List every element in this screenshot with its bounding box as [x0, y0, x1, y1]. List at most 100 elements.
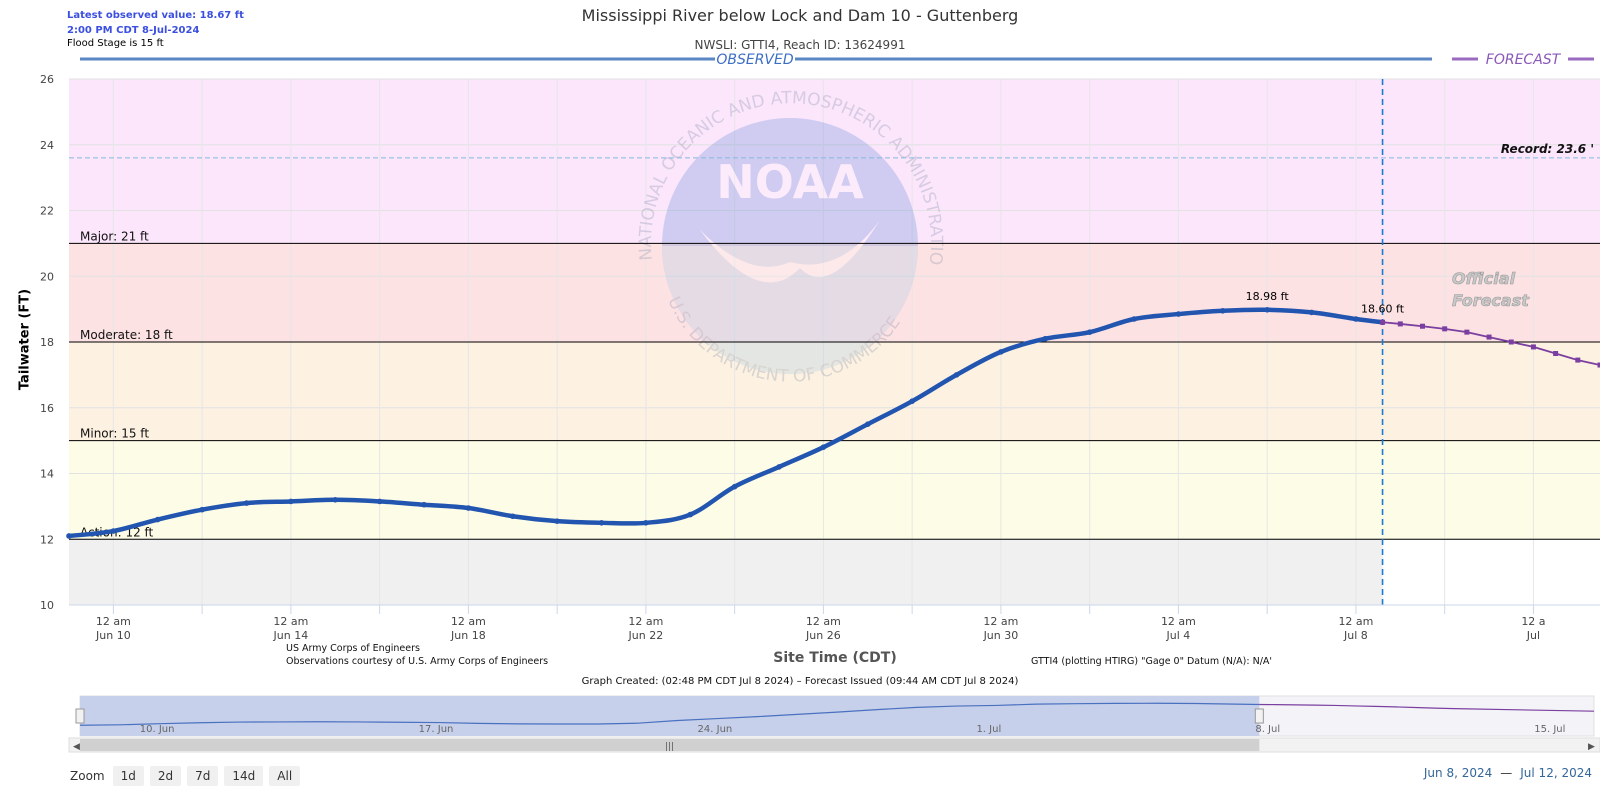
credit-line-1: US Army Corps of Engineers — [286, 643, 420, 654]
threshold-label: Major: 21 ft — [80, 229, 149, 243]
forecast-point — [1597, 362, 1600, 368]
navigator-label: 10. Jun — [140, 724, 175, 735]
latest-observed: Latest observed value: 18.67 ft 2:00 PM … — [67, 8, 244, 38]
observed-point — [1086, 329, 1093, 335]
official-forecast-label: Forecast — [1452, 291, 1530, 310]
x-tick-label: 12 am — [451, 615, 486, 628]
range-navigator: 10. Jun 17. Jun 24. Jun 1. Jul 8. Jul 15. Jul… — [68, 695, 1600, 753]
scrollbar-grip-icon: ||| — [665, 742, 674, 752]
navigator-label: 17. Jun — [419, 724, 454, 735]
noaa-logo-bird — [700, 220, 880, 283]
observed-point — [66, 533, 72, 539]
data-label: 18.98 ft — [1246, 290, 1290, 303]
observed-point — [509, 513, 516, 520]
observed-point — [421, 501, 427, 508]
observed-point — [998, 349, 1004, 355]
navigator-forecast-line — [1259, 703, 1595, 712]
observed-point — [953, 372, 960, 378]
observed-point — [864, 421, 871, 427]
y-tick-label: 22 — [40, 205, 54, 218]
range-from[interactable]: Jun 8, 2024 — [1423, 766, 1493, 780]
x-tick-label: Jun 30 — [983, 629, 1019, 642]
date-range: Jun 8, 2024 — Jul 12, 2024 — [1424, 766, 1592, 780]
navigator-label: 1. Jul — [976, 724, 1001, 735]
observed-point — [1308, 309, 1315, 316]
forecast-point — [1508, 339, 1514, 345]
band-below-action — [69, 539, 1600, 605]
record-line: Record: 23.6 ' — [69, 142, 1600, 159]
x-tick-label: Jun 14 — [273, 629, 309, 642]
y-tick-label: 14 — [40, 468, 54, 481]
observed-point — [731, 483, 738, 490]
x-tick-label: Jun 18 — [450, 629, 486, 642]
official-forecast-label: Official — [1452, 269, 1516, 288]
y-tick-label: 20 — [40, 270, 54, 283]
navigator-label: 15. Jul — [1534, 724, 1565, 735]
record-label: Record: 23.6 ' — [1501, 142, 1594, 156]
flood-stage-note: Flood Stage is 15 ft — [67, 38, 164, 49]
forecast-point — [1553, 351, 1559, 357]
observed-point — [465, 505, 472, 511]
x-tick-label: 12 am — [273, 615, 308, 628]
observed-header-label: OBSERVED — [716, 52, 794, 68]
forecast-point — [1397, 321, 1403, 327]
threshold-label: Moderate: 18 ft — [80, 328, 173, 342]
x-tick-label: Jul — [1526, 629, 1540, 642]
zoom-controls: Zoom 1d 2d 7d 14d All — [70, 766, 306, 786]
observed-point — [1353, 316, 1359, 322]
navigator-handle[interactable] — [1254, 708, 1264, 724]
forecast-point — [1380, 319, 1386, 325]
observed-point — [1175, 311, 1182, 317]
forecast-point — [1486, 334, 1492, 340]
zoom-all-button[interactable]: All — [269, 766, 301, 786]
x-tick-label: Jun 10 — [95, 629, 131, 642]
zoom-7d-button[interactable]: 7d — [187, 766, 219, 786]
x-tick-label: Jun 26 — [805, 629, 841, 642]
range-separator: — — [1500, 766, 1513, 780]
x-tick-label: 12 am — [983, 615, 1018, 628]
forecast-point — [1442, 326, 1448, 332]
navigator-handle[interactable] — [75, 708, 85, 724]
navigator-observed-line — [79, 702, 1260, 726]
x-tick-label: 12 am — [628, 615, 663, 628]
x-tick-label: 12 am — [96, 615, 131, 628]
observed-point — [909, 398, 915, 404]
observed-point — [1042, 335, 1049, 342]
observed-forecast-headers: OBSERVED FORECAST Official Forecast — [80, 52, 1594, 605]
band-moderate — [69, 243, 1600, 342]
scroll-left-icon[interactable]: ◀ — [73, 742, 80, 752]
flood-category-bands — [69, 79, 1600, 605]
threshold-label: Minor: 15 ft — [80, 427, 149, 441]
datum-note: GTTI4 (plotting HTIRG) "Gage 0" Datum (N… — [1031, 656, 1273, 667]
navigator-label: 24. Jun — [698, 724, 733, 735]
forecast-point — [1464, 329, 1470, 335]
band-forecast-below — [1382, 539, 1600, 605]
scroll-right-icon[interactable]: ▶ — [1588, 742, 1595, 752]
observed-point — [288, 498, 294, 505]
credit-line-2: Observations courtesy of U.S. Army Corps… — [286, 656, 549, 667]
navigator-scrollbar-thumb[interactable] — [80, 739, 1260, 751]
observed-point — [243, 500, 250, 506]
x-tick-label: 12 am — [1161, 615, 1196, 628]
observed-point — [199, 506, 205, 513]
range-to[interactable]: Jul 12, 2024 — [1520, 766, 1592, 780]
band-major — [69, 79, 1600, 244]
forecast-point — [1575, 357, 1581, 363]
zoom-1d-button[interactable]: 1d — [112, 766, 144, 786]
zoom-2d-button[interactable]: 2d — [149, 766, 182, 786]
noaa-logo-text: NOAA — [716, 155, 864, 209]
observed-point — [376, 498, 383, 505]
y-tick-label: 12 — [40, 533, 54, 546]
navigator-label: 8. Jul — [1255, 724, 1280, 735]
forecast-point — [1419, 323, 1425, 329]
observed-point — [776, 464, 782, 470]
data-annotations: 18.98 ft 18.60 ft — [1246, 290, 1405, 315]
observed-point — [643, 520, 649, 526]
forecast-point — [1530, 344, 1536, 350]
zoom-14d-button[interactable]: 14d — [224, 766, 264, 786]
band-action — [69, 440, 1600, 540]
credits: US Army Corps of Engineers Observations … — [286, 642, 548, 668]
x-tick-label: 12 a — [1521, 615, 1545, 628]
